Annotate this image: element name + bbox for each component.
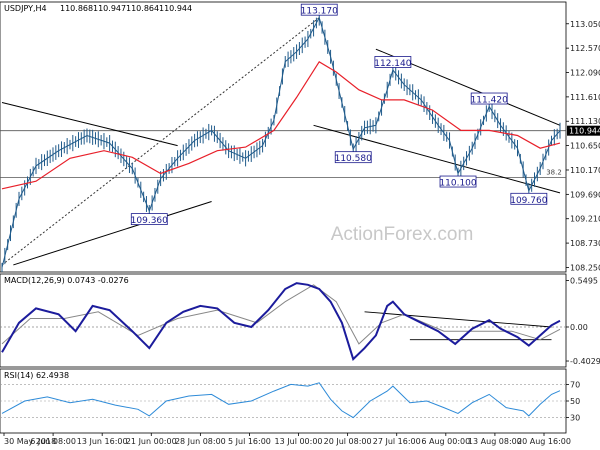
x-tick-label: 20 Aug 16:00 (517, 437, 571, 446)
price-y-tick-label: 108.250 (570, 263, 600, 272)
x-tick-label: 6 Aug 00:00 (421, 437, 470, 446)
x-tick-label: 30 May 2018 (4, 437, 56, 446)
watermark: ActionForex.com (331, 224, 474, 245)
annotation-box (334, 151, 372, 164)
x-tick-label: 21 Jun 00:00 (126, 437, 177, 446)
rsi-header: RSI(14) 62.4938 (4, 371, 69, 380)
level-38-label: 38.2 (546, 169, 562, 177)
annotation-box (470, 92, 508, 105)
moving-average-line (1, 60, 561, 190)
rsi-y-tick-label: 30 (570, 414, 580, 423)
price-y-tick-label: 112.090 (570, 69, 600, 78)
x-tick-label: 27 Jul 16:00 (373, 437, 421, 446)
price-trendline-0 (1, 101, 178, 147)
x-tick-label: 13 Jul 00:00 (275, 437, 323, 446)
macd-y-tick-label: -0.4029 (570, 357, 600, 366)
macd-panel-frame (0, 273, 567, 368)
macd-y-tick-label: 0.00 (570, 323, 588, 332)
macd-layer (0, 282, 566, 361)
price-header-low: 110.864 (126, 4, 159, 13)
annotation-label: 109.760 (510, 196, 547, 206)
annotation-box (439, 175, 477, 188)
current-price-flag-label: 110.944 (569, 127, 600, 136)
x-tick-label: 13 Aug 08:00 (468, 437, 522, 446)
annotation-box (510, 192, 548, 205)
price-header-high: 110.947 (93, 4, 126, 13)
rsi-y-tick-label: 70 (570, 380, 580, 389)
price-header-close: 110.944 (159, 4, 192, 13)
price-trendline-1 (13, 200, 212, 266)
annotation-label: 110.100 (439, 179, 476, 189)
annotation-label: 109.360 (131, 216, 168, 226)
annotation-box (300, 3, 338, 16)
annotation-label: 112.140 (374, 59, 411, 69)
annotation-label: 113.170 (301, 7, 338, 17)
annotation-box (130, 213, 168, 226)
price-y-tick-label: 113.050 (570, 20, 600, 29)
price-y-tick-label: 109.210 (570, 215, 600, 224)
macd-y-tick-label: 0.5495 (570, 277, 598, 286)
annotation-label: 111.420 (471, 96, 508, 106)
price-y-tick-label: 108.730 (570, 239, 600, 248)
price-y-tick-label: 109.690 (570, 190, 600, 199)
price-header-symbol: USDJPY,H4 (4, 4, 47, 13)
rsi-line (1, 382, 561, 419)
macd-signal-line (1, 284, 561, 345)
x-tick-label: 20 Jul 08:00 (324, 437, 372, 446)
price-trendline-2 (1, 17, 320, 266)
annotation-box (374, 56, 412, 68)
price-y-tick-label: 110.170 (570, 166, 600, 175)
macd-trendline-0 (364, 311, 552, 328)
annotation-label: 110.580 (335, 154, 372, 164)
macd-header: MACD(12,26,9) 0.0743 -0.0276 (4, 276, 129, 285)
price-header-open: 110.868 (60, 4, 93, 13)
price-y-tick-label: 110.650 (570, 142, 600, 151)
price-y-tick-label: 111.130 (570, 117, 600, 126)
price-layer: 38.2 113.170 112.140 111.420 110.580 110.100 1… (0, 3, 566, 273)
x-tick-label: 5 Jul 16:00 (228, 437, 271, 446)
rsi-y-tick-label: 50 (570, 397, 580, 406)
price-panel-frame (0, 1, 567, 273)
price-line (1, 16, 561, 268)
x-tick-label: 13 Jun 16:00 (77, 437, 128, 446)
price-y-tick-label: 112.570 (570, 44, 600, 53)
axis-layer: 113.050 112.570 112.090 111.610 111.130 110.6… (3, 20, 600, 446)
current-price-flag (567, 125, 600, 136)
x-tick-label: 6 Jun 08:00 (30, 437, 76, 446)
price-trendline-4 (313, 124, 561, 194)
price-y-tick-label: 111.610 (570, 93, 600, 102)
macd-main-line (1, 282, 561, 361)
x-tick-label: 28 Jun 08:00 (175, 437, 226, 446)
rsi-layer (0, 382, 566, 419)
